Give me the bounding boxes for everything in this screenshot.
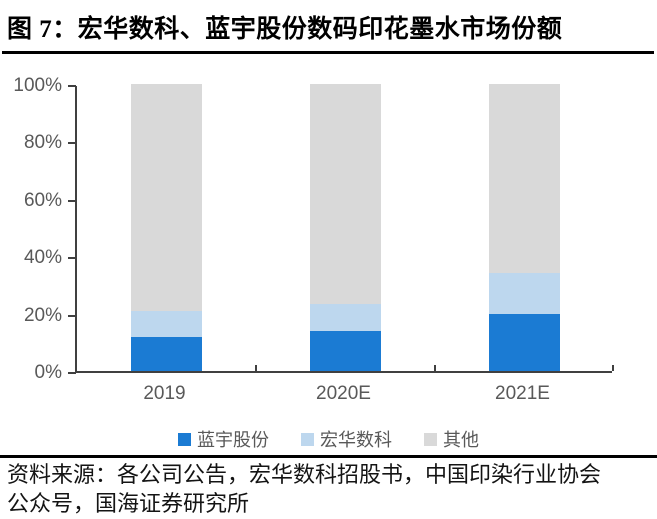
bar-segment-2019-其他 xyxy=(131,84,202,311)
bar-segment-2019-蓝宇股份 xyxy=(131,336,202,371)
legend-swatch-icon xyxy=(301,432,314,446)
y-tick-mark xyxy=(68,257,76,260)
legend-item-宏华数科: 宏华数科 xyxy=(301,426,392,452)
y-tick-label: 80% xyxy=(23,132,62,154)
y-tick-label: 20% xyxy=(23,304,62,326)
x-tick-label: 2021E xyxy=(495,383,550,404)
bar-segment-2020E-蓝宇股份 xyxy=(310,330,381,371)
plot-area xyxy=(75,84,614,373)
legend-item-蓝宇股份: 蓝宇股份 xyxy=(178,426,269,452)
bar-segment-2019-宏华数科 xyxy=(131,310,202,337)
legend-label: 蓝宇股份 xyxy=(197,430,269,450)
x-tick-label: 2020E xyxy=(316,383,371,404)
legend-label: 宏华数科 xyxy=(320,430,392,450)
chart-legend: 蓝宇股份 宏华数科 其他 xyxy=(0,426,657,452)
bar-segment-2021E-宏华数科 xyxy=(489,273,560,314)
y-tick-mark xyxy=(68,314,76,317)
figure-title: 图 7：宏华数科、蓝宇股份数码印花墨水市场份额 xyxy=(7,16,563,43)
y-tick-label: 0% xyxy=(34,362,62,383)
y-tick-mark xyxy=(68,142,76,145)
footer-divider xyxy=(0,455,657,458)
x-tick-label: 2019 xyxy=(143,383,186,404)
legend-swatch-icon xyxy=(424,432,437,446)
title-divider xyxy=(2,51,654,54)
y-tick-label: 100% xyxy=(13,75,62,96)
legend-swatch-icon xyxy=(178,432,191,446)
x-tick-mark xyxy=(255,365,257,371)
source-note-line-1: 资料来源：各公司公告，宏华数科招股书，中国印染行业协会 xyxy=(7,462,602,487)
source-note: 资料来源：各公司公告，宏华数科招股书，中国印染行业协会 公众号，国海证券研究所 xyxy=(7,460,652,518)
bar-segment-2021E-蓝宇股份 xyxy=(489,313,560,371)
market-share-chart: 蓝宇股份 宏华数科 其他 0% 20% 40% 60% 80% 100% 2019 2020E 20… xyxy=(0,56,657,456)
bar-segment-2020E-宏华数科 xyxy=(310,303,381,331)
y-tick-label: 40% xyxy=(23,247,62,269)
y-tick-mark xyxy=(68,85,76,87)
x-tick-mark xyxy=(612,365,614,371)
legend-label: 其他 xyxy=(443,430,479,450)
bar-segment-2020E-其他 xyxy=(310,84,381,304)
source-note-line-2: 公众号，国海证券研究所 xyxy=(7,491,250,516)
bar-segment-2021E-其他 xyxy=(489,84,560,274)
y-tick-mark xyxy=(68,199,76,202)
y-tick-label: 60% xyxy=(23,189,62,211)
y-tick-mark xyxy=(68,372,76,374)
x-tick-mark xyxy=(434,365,436,371)
legend-item-其他: 其他 xyxy=(424,426,479,452)
